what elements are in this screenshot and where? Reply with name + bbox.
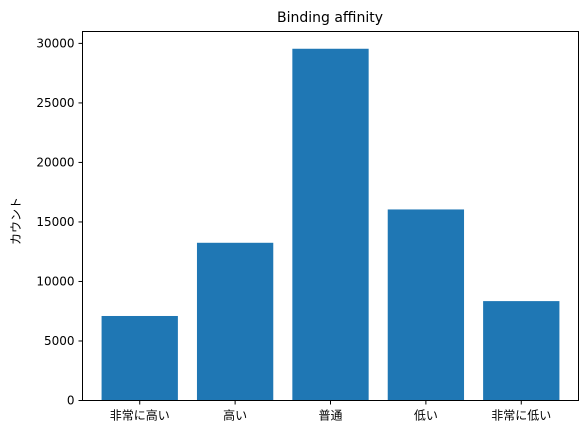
y-tick-label: 10000 [36,274,74,288]
bar-4 [483,301,560,401]
y-tick-label: 25000 [36,96,74,110]
bar-2 [292,48,369,401]
x-tick-label: 高い [223,408,247,423]
y-tick-label: 5000 [44,334,75,348]
x-tick-label: 低い [414,409,438,423]
x-tick-label: 非常に低い [491,409,551,423]
chart-title: Binding affinity [277,10,383,26]
y-axis-ticks: 0 5000 10000 15000 20000 25000 30000 [36,36,83,408]
y-tick-label: 0 [67,394,75,408]
plot-frame [82,31,579,401]
bars-group [101,48,560,401]
y-tick-label: 30000 [36,36,74,50]
x-axis-ticks: 非常に高い 高い 普通 低い 非常に低い [110,400,551,423]
bar-1 [196,242,274,401]
bar-3 [387,209,465,401]
bar-0 [101,315,178,401]
y-tick-label: 15000 [36,215,74,229]
y-axis-label: カウント [9,197,23,245]
y-tick-label: 20000 [36,155,74,169]
x-tick-label: 非常に高い [110,408,170,423]
x-tick-label: 普通 [318,409,342,423]
